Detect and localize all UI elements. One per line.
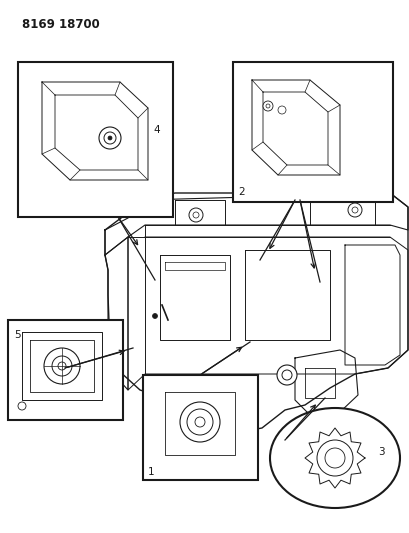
Ellipse shape [270, 408, 399, 508]
Text: 5: 5 [14, 330, 20, 340]
Circle shape [262, 101, 272, 111]
Text: 8169 18700: 8169 18700 [22, 18, 99, 31]
Bar [18, 62, 173, 217]
Bar [8, 320, 123, 420]
Text: 2: 2 [237, 187, 244, 197]
Text: 3: 3 [377, 447, 384, 457]
Bar [143, 375, 257, 480]
Text: 4: 4 [153, 125, 159, 135]
Circle shape [180, 402, 220, 442]
Bar [232, 62, 392, 202]
Circle shape [44, 348, 80, 384]
Circle shape [347, 203, 361, 217]
Circle shape [108, 136, 112, 140]
Circle shape [276, 365, 296, 385]
Circle shape [99, 127, 121, 149]
Circle shape [189, 208, 202, 222]
Circle shape [316, 440, 352, 476]
Circle shape [152, 313, 157, 319]
Text: 1: 1 [148, 467, 154, 477]
